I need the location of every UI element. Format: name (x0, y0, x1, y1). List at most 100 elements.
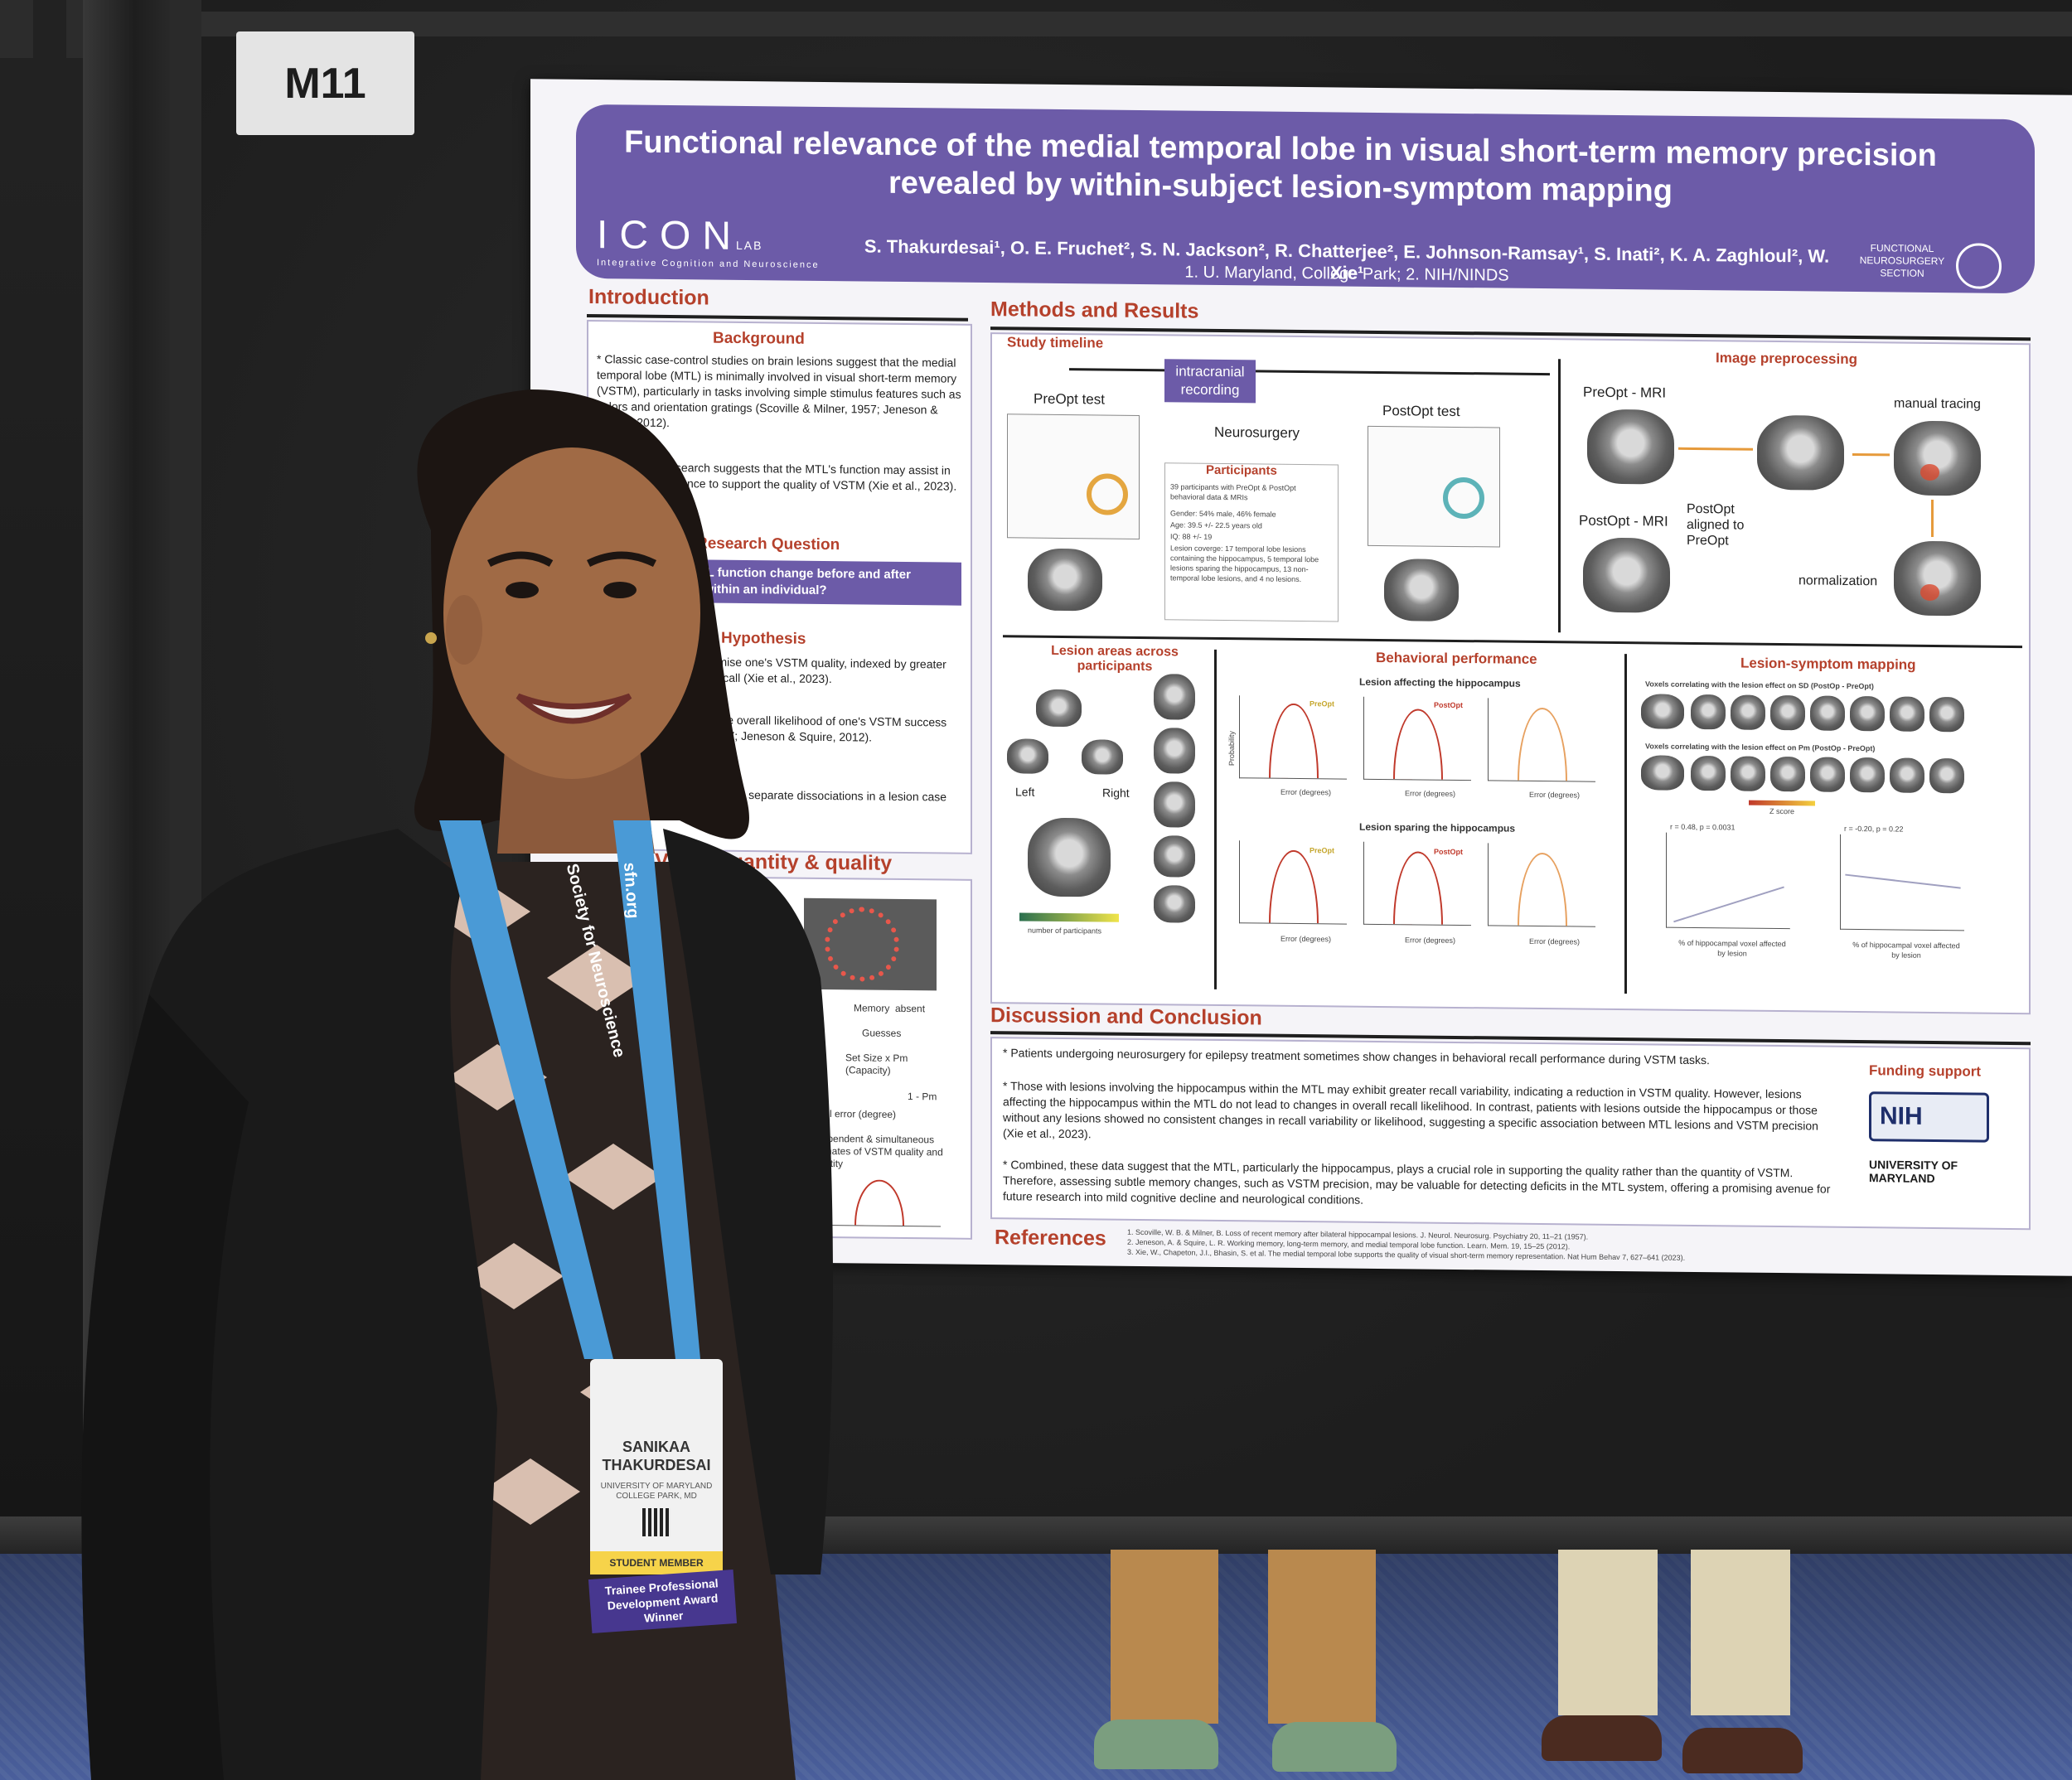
error-degrees-label-4: Error (degrees) (1280, 934, 1332, 944)
postopt-legend-2: PostOpt (1434, 847, 1463, 857)
methods-results-heading: Methods and Results (990, 297, 1199, 323)
poster-banner: Functional relevance of the medial tempo… (576, 104, 2035, 294)
pm-voxel-brain-7 (1890, 757, 1924, 793)
umd-logo: UNIVERSITY OF MARYLAND (1869, 1158, 1958, 1186)
pm-voxel-brain-8 (1929, 757, 1964, 794)
preopt-mri-label: PreOpt - MRI (1583, 384, 1667, 401)
hypothesis-text-3: These effects manifest as separate disso… (613, 786, 947, 816)
shoe-left (1542, 1715, 1662, 1761)
badge-last-name: THAKURDESAI (602, 1457, 711, 1473)
postopt-mri-label: PostOpt - MRI (1579, 512, 1668, 530)
discussion-point-3: * Combined, these data suggest that the … (1003, 1158, 1831, 1207)
axial-slice-1 (1154, 674, 1195, 720)
pm-voxel-brain-5 (1810, 757, 1845, 792)
aligned-mri-scan (1757, 414, 1844, 491)
error-degrees-label-5: Error (degrees) (1405, 936, 1456, 945)
logo-text: ICON (597, 213, 743, 259)
error-degrees-label-2: Error (degrees) (1405, 789, 1456, 798)
logo-suffix: LAB (736, 238, 763, 253)
overlay-distribution (1518, 707, 1567, 781)
study-timeline-heading: Study timeline (1007, 334, 1104, 351)
postopt-mri-scan (1583, 537, 1670, 613)
normalization-label: normalization (1798, 573, 1878, 589)
sd-voxel-brain-2 (1691, 694, 1726, 730)
normalized-mri-scan (1894, 540, 1981, 617)
lanyard-text-2: sfn.org (620, 862, 642, 920)
pm-scatter-plot (1840, 834, 1964, 931)
error-degrees-label-6: Error (degrees) (1529, 936, 1581, 946)
pm-voxel-brain-6 (1850, 757, 1885, 793)
tracing-arrow (1852, 452, 1890, 457)
pm-voxel-brain-2 (1691, 755, 1726, 791)
leg-left (1558, 1550, 1658, 1715)
hippo-xlabel-2: % of hippocampal voxel affected by lesio… (1852, 940, 1960, 960)
icon-lab-logo: ICONLAB (597, 212, 762, 259)
shoe-right (1272, 1722, 1397, 1772)
leg-right (1691, 1550, 1790, 1715)
absent-label: absent (895, 1002, 926, 1015)
background-text-2: * Intracranial research suggests that th… (597, 460, 957, 493)
preopt-mri-scan (1587, 409, 1674, 485)
capacity-label: Set Size x Pm (Capacity) (845, 1052, 908, 1076)
lesion-areas-heading: Lesion areas across participants (1051, 643, 1179, 675)
lesion-brain-top (1036, 689, 1082, 728)
one-minus-pm-label: 1 - Pm (908, 1091, 937, 1103)
preopt-distribution (1269, 849, 1319, 924)
sd-scatter-plot (1666, 832, 1790, 930)
preopt-legend-2: PreOpt (1310, 846, 1335, 855)
axial-slice-3 (1154, 781, 1195, 828)
badge-first-name: SANIKAA (622, 1439, 690, 1455)
error-degrees-label-1: Error (degrees) (1280, 787, 1332, 797)
behavioral-performance-heading: Behavioral performance (1376, 649, 1537, 667)
axial-slice-2 (1154, 728, 1195, 774)
badge-institution: UNIVERSITY OF MARYLAND COLLEGE PARK, MD (600, 1482, 713, 1501)
shoe-right (1682, 1728, 1803, 1773)
research-question-heading: Research Question (696, 534, 840, 554)
logo-subtitle: Integrative Cognition and Neuroscience (597, 258, 820, 270)
preopt-legend-1: PreOpt (1310, 699, 1335, 709)
neurosurgery-label: Neurosurgery (1214, 423, 1300, 441)
funding-heading: Funding support (1869, 1062, 1982, 1080)
preopt-brain-scan (1028, 548, 1102, 612)
correlation-sd-stat: r = 0.48, p = 0.0031 (1670, 822, 1736, 832)
correlation-pm-stat: r = -0.20, p = 0.22 (1844, 824, 1904, 834)
discussion-point-2: * Those with lesions involving the hippo… (1003, 1079, 1818, 1141)
participants-age: Age: 39.5 +/- 22.5 years old (1170, 520, 1262, 530)
lesion-affecting-label: Lesion affecting the hippocampus (1359, 675, 1521, 689)
right-label: Right (1102, 786, 1130, 800)
lesion-brain-left (1007, 738, 1048, 774)
error-degrees-label-3: Error (degrees) (1529, 790, 1581, 800)
sd-voxel-brain-4 (1770, 694, 1805, 731)
axial-slice-4 (1154, 835, 1195, 878)
quantity-curve-plot (816, 1175, 941, 1227)
board-frame-post (170, 0, 201, 1550)
probability-label-1: Probability (1227, 731, 1236, 767)
behavior-divider-right (1624, 654, 1627, 994)
background-text-1: * Classic case-control studies on brain … (597, 352, 961, 430)
sd-voxel-brain-1 (1641, 694, 1684, 729)
introduction-heading: Introduction (588, 284, 709, 310)
nih-logo-text: NIH (1880, 1102, 1923, 1130)
research-poster: Functional relevance of the medial tempo… (530, 79, 2072, 1276)
z-score-label: Z score (1769, 806, 1795, 816)
board-number-tag: M11 (236, 31, 414, 135)
award-ribbon: Trainee Professional Development Award W… (588, 1569, 738, 1634)
preopt-test-label: PreOpt test (1034, 390, 1105, 408)
pm-voxel-brain-4 (1770, 756, 1805, 792)
lesion-symptom-heading: Lesion-symptom mapping (1740, 655, 1916, 673)
badge-member-type: STUDENT MEMBER (590, 1551, 723, 1574)
recall-curve (854, 1179, 904, 1226)
guesses-label: Guesses (862, 1027, 902, 1039)
lesion-brain-coronal (1028, 817, 1111, 897)
affecting-overlay-plot (1488, 698, 1595, 782)
sd-voxel-brain-8 (1929, 696, 1964, 733)
participant-colorbar (1019, 912, 1119, 922)
preopt-color-wheel (1087, 473, 1128, 515)
postopt-color-wheel (1443, 476, 1484, 520)
qr-code-icon (642, 1508, 670, 1536)
color-wheel-stimulus (804, 897, 937, 991)
z-score-colorbar (1749, 800, 1815, 806)
timeline-divider (1558, 359, 1561, 633)
axial-slice-5 (1154, 885, 1195, 923)
badge-name: SANIKAA THAKURDESAI (590, 1438, 723, 1474)
